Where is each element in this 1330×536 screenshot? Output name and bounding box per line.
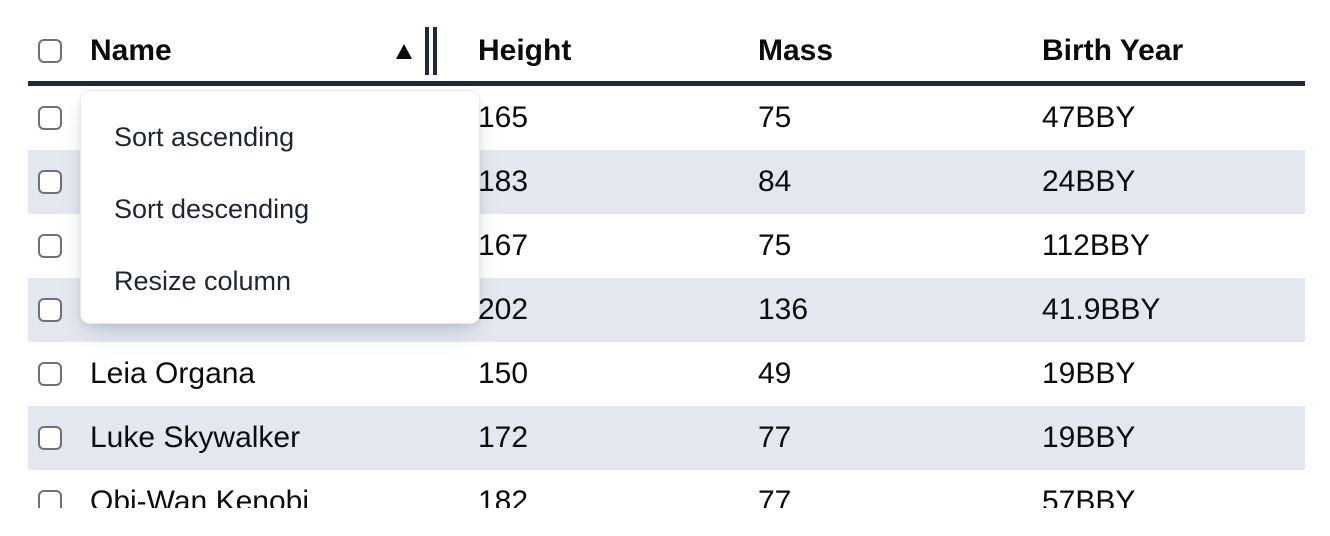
table-body: 165 75 47BBY 183 84 24BBY 167 75 112BBY … [28,86,1305,508]
table-row: 165 75 47BBY [28,86,1305,150]
table-row: 202 136 41.9BBY [28,278,1305,342]
cell-birth-year: 19BBY [1042,421,1136,454]
cell-mass: 77 [758,421,792,454]
cell-mass: 49 [758,357,792,390]
table-row: Leia Organa 150 49 19BBY [28,342,1305,406]
menu-item-resize-column[interactable]: Resize column [114,265,292,296]
cell-name: Obi-Wan Kenobi [90,485,309,509]
cell-birth-year: 47BBY [1042,101,1136,134]
sort-ascending-icon [396,43,412,59]
cell-birth-year: 57BBY [1042,485,1136,509]
column-resize-handle[interactable] [425,27,437,75]
cell-height: 182 [478,485,529,509]
cell-mass: 75 [758,229,792,262]
column-label-mass: Mass [758,34,834,67]
header-cell-height[interactable]: Height [466,36,746,66]
table-row: Luke Skywalker 172 77 19BBY [28,406,1305,470]
select-all-checkbox[interactable] [38,39,62,63]
table-row: Obi-Wan Kenobi 182 77 57BBY [28,470,1305,508]
header-cell-name[interactable]: Name [78,27,466,75]
cell-height: 167 [478,229,529,262]
row-checkbox[interactable] [38,426,62,450]
cell-birth-year: 19BBY [1042,357,1136,390]
menu-item-sort-ascending[interactable]: Sort ascending [114,121,295,152]
column-context-menu: Sort ascending Sort descending Resize co… [80,90,480,324]
cell-mass: 75 [758,101,792,134]
data-table: Name Height Mass Birth Year 165 75 47BBY… [28,0,1305,508]
cell-name: Luke Skywalker [90,421,301,454]
cell-mass: 84 [758,165,792,198]
header-cell-select [28,39,78,63]
row-checkbox[interactable] [38,298,62,322]
cell-name: Leia Organa [90,357,256,390]
row-checkbox[interactable] [38,490,62,508]
cell-birth-year: 41.9BBY [1042,293,1161,326]
cell-mass: 77 [758,485,792,509]
row-checkbox[interactable] [38,170,62,194]
cell-height: 150 [478,357,529,390]
table-header-row: Name Height Mass Birth Year [28,0,1305,86]
cell-height: 202 [478,293,529,326]
header-cell-birth-year[interactable]: Birth Year [1030,36,1305,66]
row-checkbox[interactable] [38,234,62,258]
column-label-name: Name [90,34,172,67]
row-checkbox[interactable] [38,362,62,386]
cell-height: 165 [478,101,529,134]
cell-birth-year: 112BBY [1042,229,1150,262]
cell-mass: 136 [758,293,809,326]
column-label-height: Height [478,34,572,67]
table-row: 167 75 112BBY [28,214,1305,278]
row-checkbox[interactable] [38,106,62,130]
menu-item-sort-descending[interactable]: Sort descending [114,193,310,224]
column-label-birth-year: Birth Year [1042,34,1184,67]
header-cell-mass[interactable]: Mass [746,36,1030,66]
cell-height: 172 [478,421,529,454]
cell-birth-year: 24BBY [1042,165,1136,198]
cell-height: 183 [478,165,529,198]
